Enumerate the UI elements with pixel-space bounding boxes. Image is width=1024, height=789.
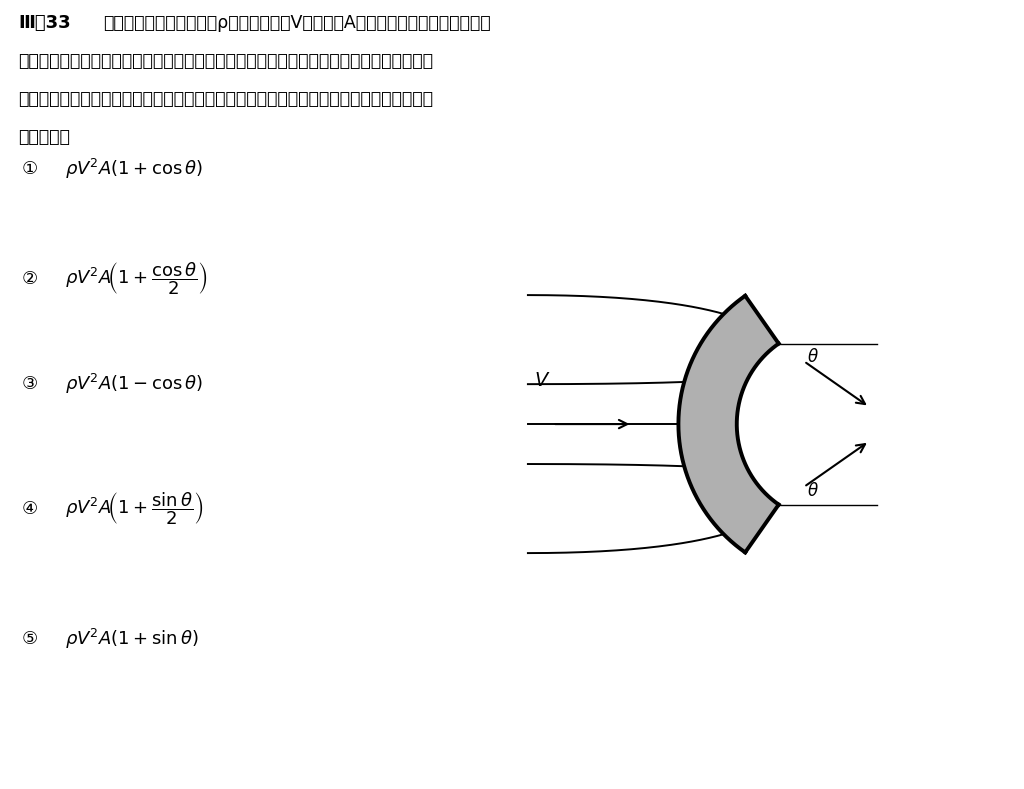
Text: $\theta$: $\theta$ [807,348,818,366]
Text: $\theta$: $\theta$ [807,482,818,500]
Text: $\rho V^2 A\!\left(1 + \dfrac{\sin\theta}{2}\right)$: $\rho V^2 A\!\left(1 + \dfrac{\sin\theta… [65,491,204,527]
Text: はどれか。: はどれか。 [18,128,70,146]
Text: 下図に示すように，密度ρの流体が流速V，断面積Aの噴流となって，曲面状の壁: 下図に示すように，密度ρの流体が流速V，断面積Aの噴流となって，曲面状の壁 [103,14,490,32]
Text: ②: ② [22,270,38,288]
Text: $\rho V^2 A(1 + \sin\theta)$: $\rho V^2 A(1 + \sin\theta)$ [65,627,199,651]
Text: Ⅲ－33: Ⅲ－33 [18,14,71,32]
Text: $\rho V^2 A(1 + \cos\theta)$: $\rho V^2 A(1 + \cos\theta)$ [65,157,203,181]
Text: に衝突して２方向に均等に分かれている。噴流の流出方向は曲面に沿っている。重力と粘: に衝突して２方向に均等に分かれている。噴流の流出方向は曲面に沿っている。重力と粘 [18,52,433,70]
Text: ③: ③ [22,375,38,393]
Polygon shape [679,296,778,552]
Text: 性の影響を無視するとき，噴流が壁に及ぼす力の大きさを表す式として，最も適切なもの: 性の影響を無視するとき，噴流が壁に及ぼす力の大きさを表す式として，最も適切なもの [18,90,433,108]
Text: ①: ① [22,160,38,178]
Text: ⑤: ⑤ [22,630,38,648]
Text: $V$: $V$ [535,371,551,390]
Text: $\rho V^2 A(1 - \cos\theta)$: $\rho V^2 A(1 - \cos\theta)$ [65,372,203,396]
Text: ④: ④ [22,500,38,518]
Text: $\rho V^2 A\!\left(1 + \dfrac{\cos\theta}{2}\right)$: $\rho V^2 A\!\left(1 + \dfrac{\cos\theta… [65,260,208,297]
